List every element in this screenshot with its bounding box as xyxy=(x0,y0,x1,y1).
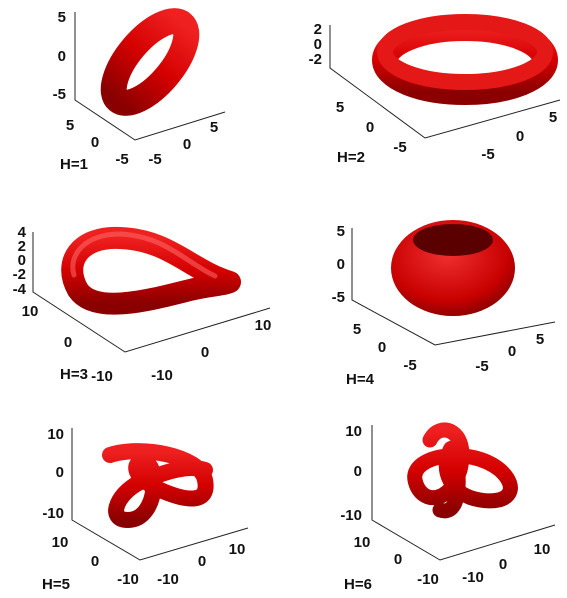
z-tick-label: -5 xyxy=(53,86,66,103)
x-tick-label: 0 xyxy=(366,119,374,136)
panel-label: H=5 xyxy=(42,576,70,593)
z-tick-label: 5 xyxy=(337,223,345,240)
z-tick-label: -10 xyxy=(42,505,64,522)
z-tick-label: -5 xyxy=(332,289,345,306)
y-tick-label: -10 xyxy=(151,367,173,384)
x-tick-label: -10 xyxy=(417,571,439,588)
z-tick-label: 10 xyxy=(345,423,362,440)
x-tick-label: -10 xyxy=(91,368,113,385)
y-tick-label: 10 xyxy=(255,317,272,334)
y-tick-label: -5 xyxy=(475,358,488,375)
x-tick-label: -5 xyxy=(403,357,416,374)
y-tick-label: 0 xyxy=(499,556,507,573)
x-tick-label: 5 xyxy=(336,99,344,116)
y-tick-label: -5 xyxy=(481,146,494,163)
knot-5 xyxy=(110,451,206,520)
y-tick-label: 10 xyxy=(229,541,246,558)
torus-1 xyxy=(101,10,199,115)
x-tick-label: 0 xyxy=(91,553,99,570)
x-tick-label: -5 xyxy=(393,139,406,156)
y-tick-label: 0 xyxy=(201,344,209,361)
y-tick-label: -5 xyxy=(148,151,161,168)
panel-label: H=6 xyxy=(344,576,372,593)
z-tick-label: 10 xyxy=(47,426,64,443)
x-tick-label: 0 xyxy=(378,339,386,356)
panel-label: H=4 xyxy=(346,371,375,388)
y-tick-label: -10 xyxy=(157,571,179,588)
z-tick-label: 0 xyxy=(354,463,362,480)
x-tick-label: 10 xyxy=(52,534,69,551)
z-tick-label: -2 xyxy=(309,51,322,68)
y-tick-label: 0 xyxy=(198,553,206,570)
knot-6 xyxy=(415,430,511,511)
surfaces xyxy=(72,10,545,520)
y-tick-label: 0 xyxy=(508,343,516,360)
y-tick-label: 5 xyxy=(549,109,557,126)
z-tick-label: -10 xyxy=(340,507,362,524)
x-tick-label: 0 xyxy=(64,334,72,351)
z-tick-label: 5 xyxy=(58,9,66,26)
x-tick-label: 10 xyxy=(22,303,39,320)
y-tick-label: -10 xyxy=(462,569,484,586)
z-tick-label: 0 xyxy=(337,256,345,273)
y-tick-label: 0 xyxy=(183,136,191,153)
z-tick-label: -4 xyxy=(13,281,27,298)
torus-4-hole xyxy=(413,224,493,256)
x-tick-label: 10 xyxy=(354,534,371,551)
x-tick-label: 0 xyxy=(91,134,99,151)
z-tick-label: 0 xyxy=(56,464,64,481)
y-tick-label: 5 xyxy=(210,119,218,136)
x-tick-label: 5 xyxy=(353,321,361,338)
x-tick-label: -5 xyxy=(115,151,128,168)
y-tick-label: 10 xyxy=(534,541,551,558)
y-tick-label: 0 xyxy=(516,128,524,145)
figure: 50-550-5-505H=120-250-5-505H=2420-2-4100… xyxy=(0,0,567,598)
x-tick-label: -10 xyxy=(117,571,139,588)
panel-label: H=3 xyxy=(60,366,88,383)
panel-label: H=2 xyxy=(337,149,365,166)
x-tick-label: 5 xyxy=(66,117,74,134)
panel-label: H=1 xyxy=(60,156,88,173)
y-tick-label: 5 xyxy=(536,331,544,348)
z-tick-label: 0 xyxy=(58,48,66,65)
x-tick-label: 0 xyxy=(394,551,402,568)
